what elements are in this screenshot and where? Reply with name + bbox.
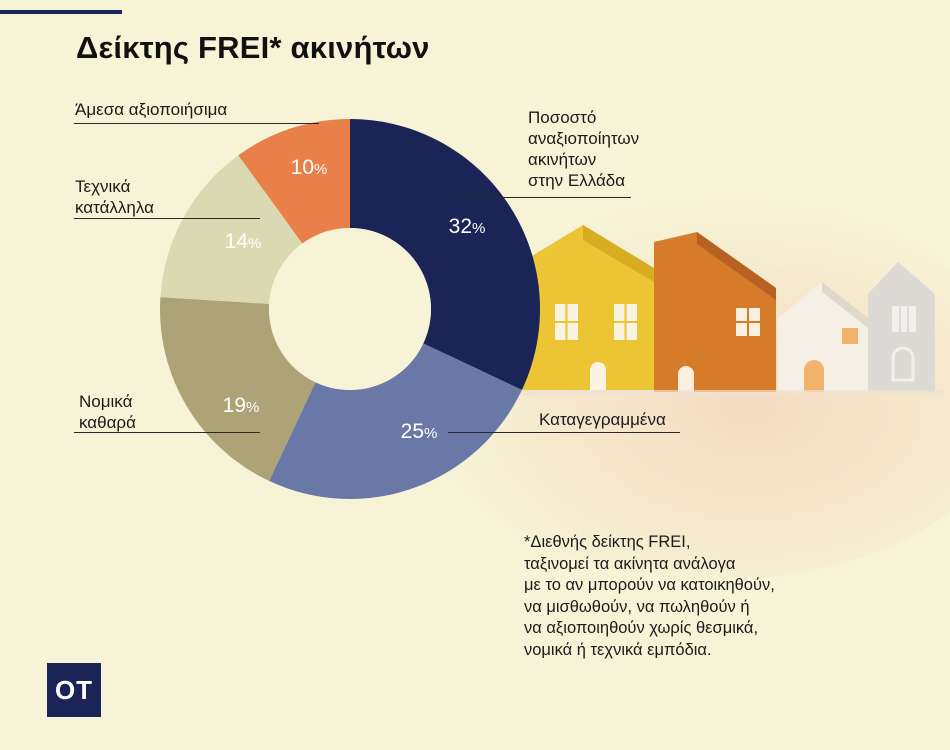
pct-unit: %: [248, 235, 262, 252]
orange-house-icon: [654, 232, 776, 392]
pct-unit: %: [246, 399, 260, 416]
pct-label-unused: 32%: [449, 215, 486, 239]
rule-unused: [448, 197, 631, 198]
rule-ready: [74, 123, 319, 124]
grey-house-icon: [868, 262, 935, 392]
yellow-house-icon: [512, 225, 654, 390]
chart-title: Δείκτης FREI* ακινήτων: [76, 30, 430, 65]
footnote: *Διεθνής δείκτης FREI, ταξινομεί τα ακίν…: [524, 533, 775, 659]
ot-logo: OT: [47, 663, 101, 717]
pct-label-ready: 10%: [291, 156, 328, 180]
pct-unit: %: [472, 220, 486, 237]
label-technical: Τεχνικά κατάλληλα: [75, 177, 154, 217]
pct-label-technical: 14%: [225, 230, 262, 254]
pct-unit: %: [314, 161, 328, 178]
pct-value: 32: [448, 215, 473, 238]
donut-chart: [160, 119, 540, 499]
house-illustration: [420, 200, 950, 580]
pct-unit: %: [424, 425, 438, 442]
pct-value: 10: [290, 156, 315, 179]
white-house-icon: [778, 282, 868, 392]
donut-hole: [269, 228, 431, 390]
label-legal: Νομικά καθαρά: [79, 392, 136, 432]
slice-legal: [160, 297, 316, 481]
pct-label-legal: 19%: [223, 394, 260, 418]
slice-registered: [269, 343, 522, 499]
rule-legal: [74, 432, 260, 433]
pct-label-registered: 25%: [401, 420, 438, 444]
label-unused: Ποσοστό αναξιοποίητων ακινήτων στην Ελλά…: [528, 108, 640, 190]
pct-value: 25: [400, 420, 425, 443]
slice-technical: [160, 155, 303, 304]
slice-ready: [238, 119, 350, 244]
label-ready: Άμεσα αξιοποιήσιμα: [75, 100, 228, 119]
pct-value: 14: [224, 230, 249, 253]
top-accent-bar: [0, 10, 122, 14]
label-registered: Καταγεγραμμένα: [539, 410, 666, 429]
slice-unused: [350, 119, 540, 390]
pct-value: 19: [222, 394, 247, 417]
rule-technical: [74, 218, 260, 219]
rule-registered: [448, 432, 680, 433]
